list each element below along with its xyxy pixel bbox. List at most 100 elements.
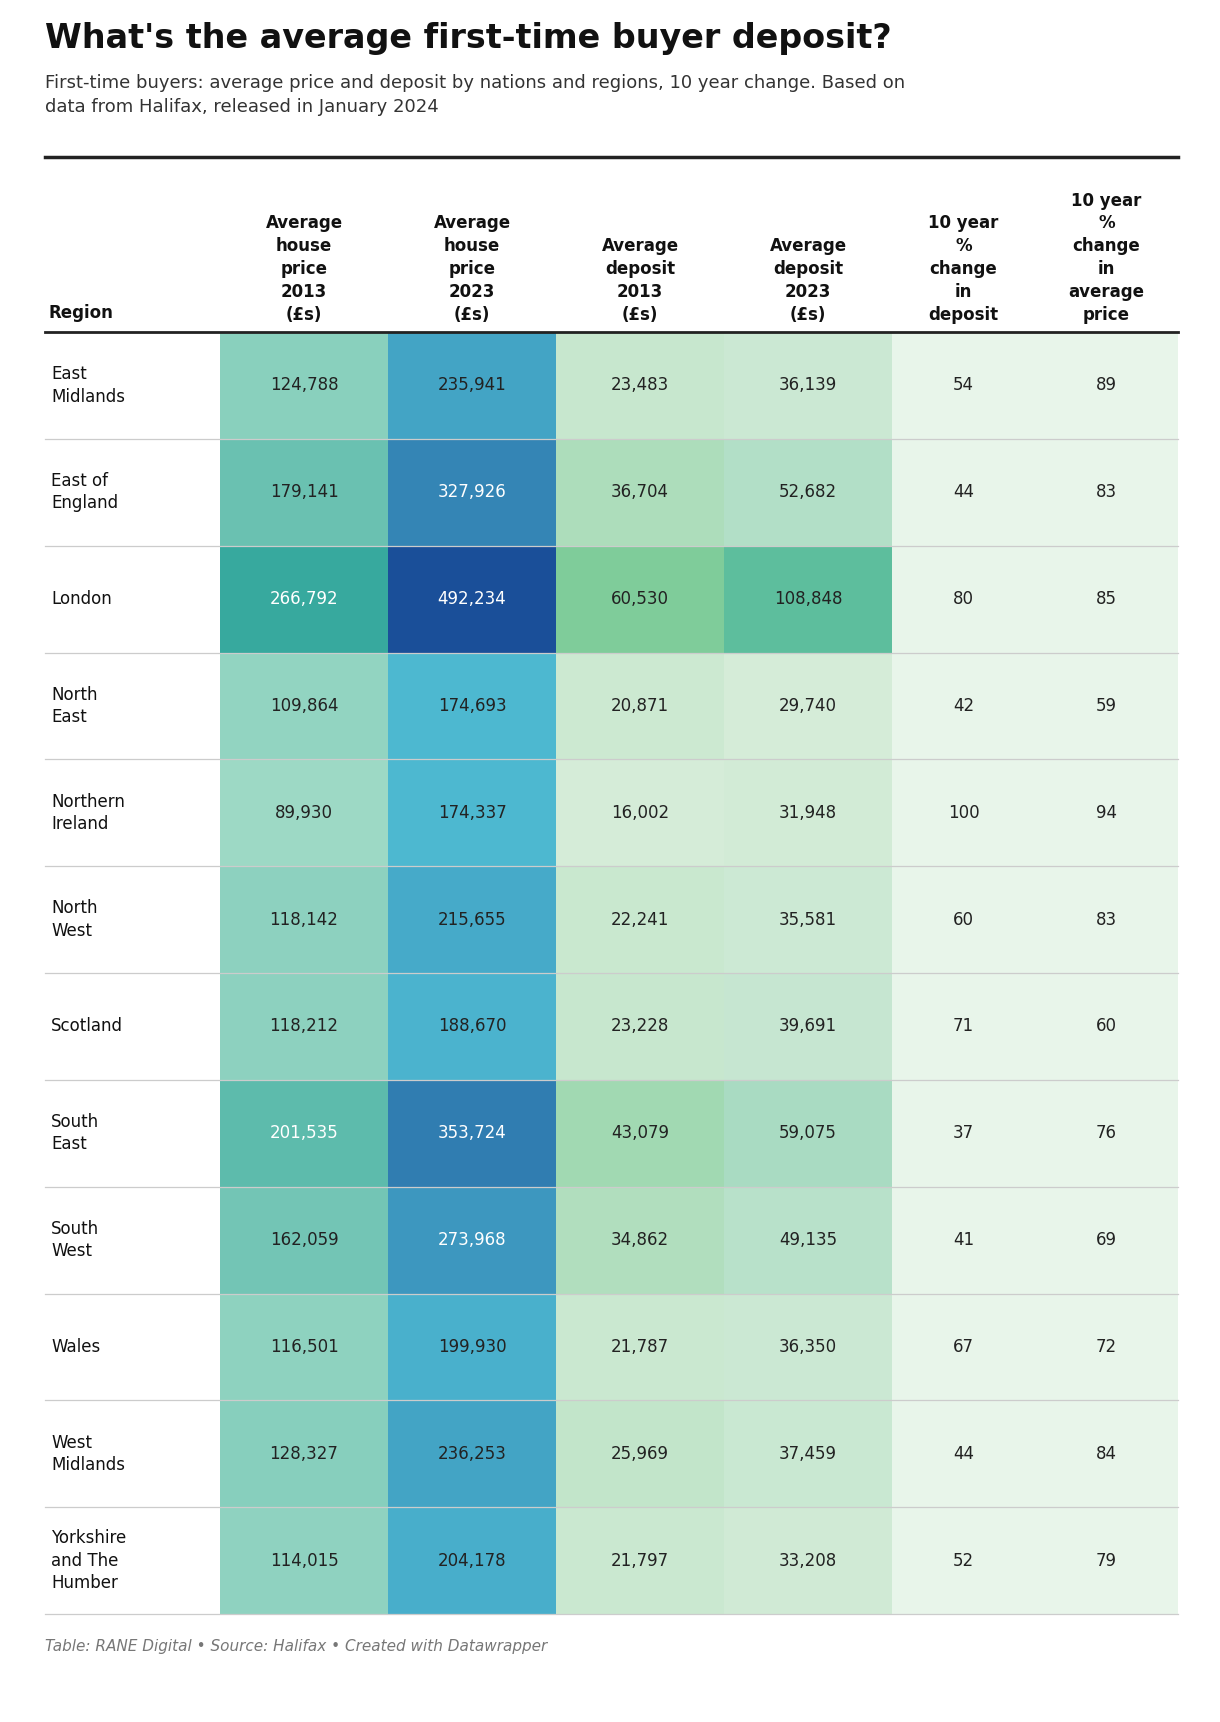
Bar <box>556 653 723 759</box>
Text: 89: 89 <box>1096 377 1118 394</box>
Text: 67: 67 <box>953 1338 974 1355</box>
Bar <box>556 546 723 653</box>
Text: 16,002: 16,002 <box>611 804 669 821</box>
Bar <box>45 653 220 759</box>
Text: 41: 41 <box>953 1231 974 1248</box>
Text: 109,864: 109,864 <box>270 697 338 715</box>
Bar <box>45 759 220 866</box>
Bar <box>723 759 892 866</box>
Bar <box>388 546 556 653</box>
Text: 199,930: 199,930 <box>438 1338 506 1355</box>
Bar <box>388 1186 556 1293</box>
Text: 60,530: 60,530 <box>611 591 669 608</box>
Bar <box>388 1080 556 1186</box>
Text: East of
England: East of England <box>51 472 118 513</box>
Text: 100: 100 <box>948 804 980 821</box>
Text: 52,682: 52,682 <box>778 484 837 501</box>
Bar <box>1035 546 1179 653</box>
Text: 25,969: 25,969 <box>611 1445 669 1462</box>
Text: 69: 69 <box>1096 1231 1118 1248</box>
Text: 44: 44 <box>953 484 974 501</box>
Text: 114,015: 114,015 <box>270 1552 338 1569</box>
Text: Average
deposit
2023
(£s): Average deposit 2023 (£s) <box>770 238 847 324</box>
Text: 201,535: 201,535 <box>270 1124 338 1142</box>
Text: 36,139: 36,139 <box>778 377 837 394</box>
Text: 83: 83 <box>1096 484 1118 501</box>
Bar <box>220 332 388 439</box>
Text: 29,740: 29,740 <box>780 697 837 715</box>
Bar <box>388 973 556 1080</box>
Text: 71: 71 <box>953 1018 974 1035</box>
Bar <box>1035 1186 1179 1293</box>
Bar <box>45 1080 220 1186</box>
Bar <box>45 1507 220 1614</box>
Text: Northern
Ireland: Northern Ireland <box>51 792 124 833</box>
Bar <box>723 866 892 973</box>
Bar <box>388 1293 556 1400</box>
Bar <box>892 1186 1035 1293</box>
Bar <box>220 1186 388 1293</box>
Text: 37,459: 37,459 <box>780 1445 837 1462</box>
Text: 22,241: 22,241 <box>611 911 670 928</box>
Bar <box>1035 439 1179 546</box>
Text: 23,483: 23,483 <box>611 377 669 394</box>
Bar <box>556 973 723 1080</box>
Bar <box>723 546 892 653</box>
Text: 235,941: 235,941 <box>438 377 506 394</box>
Bar <box>723 1080 892 1186</box>
Text: 118,142: 118,142 <box>270 911 338 928</box>
Bar <box>388 439 556 546</box>
Text: South
West: South West <box>51 1219 99 1261</box>
Text: Table: RANE Digital • Source: Halifax • Created with Datawrapper: Table: RANE Digital • Source: Halifax • … <box>45 1639 548 1655</box>
Bar <box>388 1507 556 1614</box>
Text: 43,079: 43,079 <box>611 1124 669 1142</box>
Text: Wales: Wales <box>51 1338 100 1355</box>
Bar <box>892 759 1035 866</box>
Bar <box>220 1293 388 1400</box>
Text: 21,787: 21,787 <box>611 1338 669 1355</box>
Text: South
East: South East <box>51 1112 99 1154</box>
Bar <box>220 439 388 546</box>
Text: 76: 76 <box>1096 1124 1118 1142</box>
Bar <box>556 1293 723 1400</box>
Bar <box>220 1507 388 1614</box>
Text: 34,862: 34,862 <box>611 1231 669 1248</box>
Bar <box>723 1293 892 1400</box>
Text: 54: 54 <box>953 377 974 394</box>
Text: 353,724: 353,724 <box>438 1124 506 1142</box>
Text: 179,141: 179,141 <box>270 484 338 501</box>
Text: 72: 72 <box>1096 1338 1118 1355</box>
Bar <box>45 866 220 973</box>
Bar <box>892 653 1035 759</box>
Text: 21,797: 21,797 <box>611 1552 669 1569</box>
Bar <box>556 1507 723 1614</box>
Bar <box>220 759 388 866</box>
Text: First-time buyers: average price and deposit by nations and regions, 10 year cha: First-time buyers: average price and dep… <box>45 74 905 117</box>
Text: Average
house
price
2013
(£s): Average house price 2013 (£s) <box>266 215 343 324</box>
Bar <box>220 653 388 759</box>
Text: 59,075: 59,075 <box>780 1124 837 1142</box>
Bar <box>220 1080 388 1186</box>
Bar <box>388 866 556 973</box>
Text: 84: 84 <box>1096 1445 1118 1462</box>
Text: 60: 60 <box>953 911 974 928</box>
Bar <box>45 1186 220 1293</box>
Text: 174,693: 174,693 <box>438 697 506 715</box>
Bar <box>892 1507 1035 1614</box>
Bar <box>892 973 1035 1080</box>
Bar <box>723 973 892 1080</box>
Bar <box>45 1293 220 1400</box>
Text: 327,926: 327,926 <box>438 484 506 501</box>
Text: 39,691: 39,691 <box>778 1018 837 1035</box>
Bar <box>388 332 556 439</box>
Bar <box>45 439 220 546</box>
Text: 59: 59 <box>1096 697 1118 715</box>
Text: 266,792: 266,792 <box>270 591 338 608</box>
Bar <box>388 759 556 866</box>
Bar <box>556 1400 723 1507</box>
Text: 89,930: 89,930 <box>274 804 333 821</box>
Bar <box>220 1400 388 1507</box>
Bar <box>1035 1507 1179 1614</box>
Bar <box>1035 759 1179 866</box>
Bar <box>892 1400 1035 1507</box>
